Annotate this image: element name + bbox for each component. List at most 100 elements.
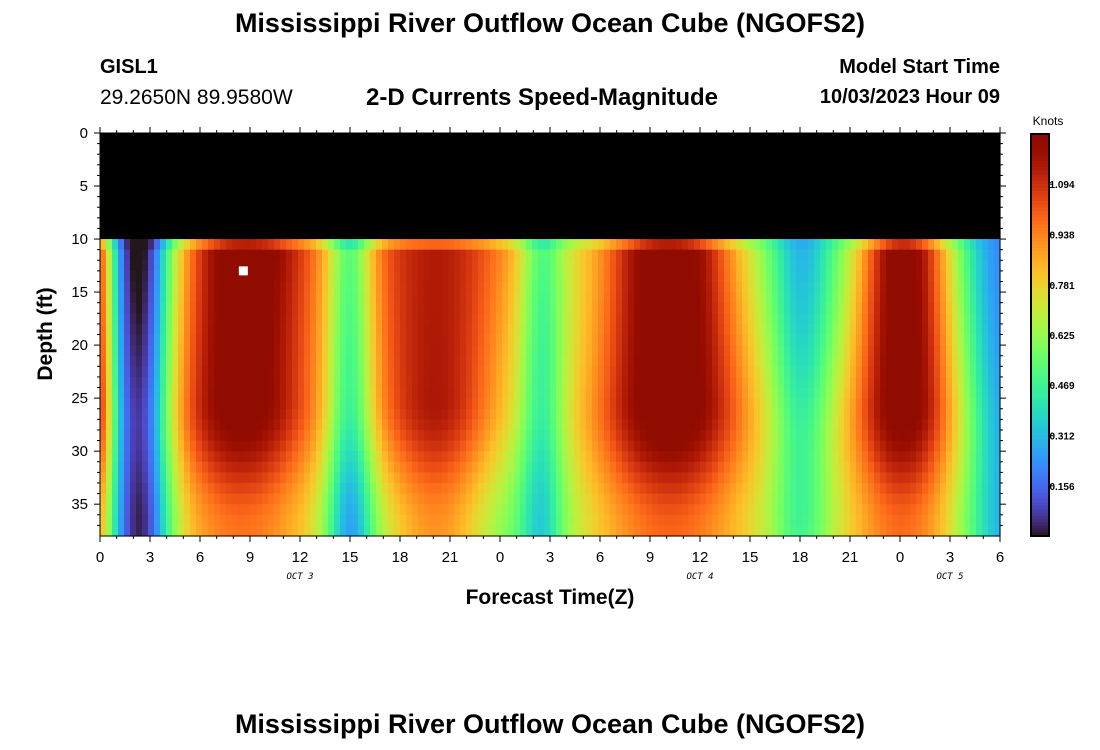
heatmap-cell: [460, 143, 467, 155]
heatmap-cell: [598, 366, 605, 378]
heatmap-cell: [820, 355, 827, 367]
heatmap-cell: [226, 419, 233, 431]
heatmap-cell: [256, 164, 263, 177]
heatmap-cell: [268, 292, 275, 304]
heatmap-cell: [232, 143, 239, 155]
heatmap-cell: [700, 387, 707, 399]
heatmap-cell: [508, 472, 515, 484]
heatmap-cell: [106, 196, 113, 208]
heatmap-cell: [850, 302, 857, 314]
heatmap-cell: [208, 451, 215, 463]
heatmap-cell: [430, 482, 437, 495]
heatmap-cell: [250, 408, 257, 420]
heatmap-cell: [352, 387, 359, 399]
heatmap-cell: [454, 270, 461, 283]
heatmap-cell: [814, 461, 821, 473]
heatmap-cell: [826, 186, 833, 198]
heatmap-cell: [610, 408, 617, 420]
heatmap-cell: [382, 249, 389, 261]
heatmap-cell: [778, 366, 785, 378]
heatmap-cell: [190, 493, 197, 505]
heatmap-cell: [184, 440, 191, 452]
heatmap-cell: [640, 143, 647, 155]
heatmap-cell: [676, 186, 683, 198]
heatmap-cell: [334, 323, 341, 336]
heatmap-cell: [412, 313, 419, 325]
heatmap-cell: [196, 398, 203, 410]
heatmap-cell: [274, 217, 281, 230]
heatmap-cell: [550, 493, 557, 505]
heatmap-cell: [340, 302, 347, 314]
heatmap-cell: [358, 408, 365, 420]
heatmap-cell: [352, 133, 359, 145]
heatmap-cell: [268, 239, 275, 251]
heatmap-cell: [454, 398, 461, 410]
heatmap-cell: [304, 472, 311, 484]
heatmap-cell: [340, 429, 347, 442]
heatmap-cell: [124, 525, 131, 537]
heatmap-cell: [448, 164, 455, 177]
heatmap-cell: [550, 133, 557, 145]
heatmap-cell: [844, 143, 851, 155]
heatmap-cell: [424, 419, 431, 431]
heatmap-cell: [382, 493, 389, 505]
heatmap-cell: [262, 228, 269, 240]
heatmap-cell: [322, 302, 329, 314]
heatmap-cell: [820, 313, 827, 325]
heatmap-cell: [466, 175, 473, 187]
heatmap-cell: [268, 249, 275, 261]
heatmap-cell: [538, 514, 545, 526]
heatmap-cell: [268, 143, 275, 155]
heatmap-cell: [706, 217, 713, 230]
heatmap-cell: [310, 143, 317, 155]
heatmap-cell: [610, 217, 617, 230]
heatmap-cell: [334, 376, 341, 389]
heatmap-cell: [556, 398, 563, 410]
heatmap-cell: [490, 207, 497, 219]
heatmap-cell: [280, 323, 287, 336]
heatmap-cell: [262, 366, 269, 378]
heatmap-cell: [778, 292, 785, 304]
heatmap-cell: [106, 175, 113, 187]
heatmap-cell: [580, 196, 587, 208]
heatmap-cell: [496, 504, 503, 516]
heatmap-cell: [604, 514, 611, 526]
heatmap-cell: [352, 154, 359, 166]
heatmap-cell: [484, 451, 491, 463]
heatmap-cell: [868, 281, 875, 293]
heatmap-cell: [418, 302, 425, 314]
heatmap-cell: [838, 323, 845, 336]
heatmap-cell: [202, 143, 209, 155]
heatmap-cell: [496, 408, 503, 420]
heatmap-cell: [820, 398, 827, 410]
heatmap-cell: [322, 440, 329, 452]
heatmap-cell: [490, 334, 497, 346]
heatmap-cell: [262, 493, 269, 505]
heatmap-cell: [766, 186, 773, 198]
heatmap-cell: [124, 334, 131, 346]
heatmap-cell: [622, 164, 629, 177]
heatmap-cell: [796, 175, 803, 187]
heatmap-cell: [382, 302, 389, 314]
heatmap-cell: [748, 408, 755, 420]
heatmap-cell: [754, 186, 761, 198]
heatmap-cell: [496, 292, 503, 304]
heatmap-cell: [232, 196, 239, 208]
heatmap-cell: [358, 207, 365, 219]
heatmap-cell: [436, 504, 443, 516]
heatmap-cell: [190, 260, 197, 272]
heatmap-cell: [358, 239, 365, 251]
heatmap-cell: [280, 429, 287, 442]
heatmap-cell: [208, 472, 215, 484]
heatmap-cell: [694, 281, 701, 293]
heatmap-cell: [676, 376, 683, 389]
heatmap-cell: [880, 366, 887, 378]
heatmap-cell: [196, 472, 203, 484]
heatmap-cell: [400, 292, 407, 304]
heatmap-cell: [196, 249, 203, 261]
heatmap-cell: [310, 334, 317, 346]
heatmap-cell: [688, 207, 695, 219]
heatmap-cell: [202, 440, 209, 452]
heatmap-cell: [760, 334, 767, 346]
heatmap-cell: [730, 451, 737, 463]
